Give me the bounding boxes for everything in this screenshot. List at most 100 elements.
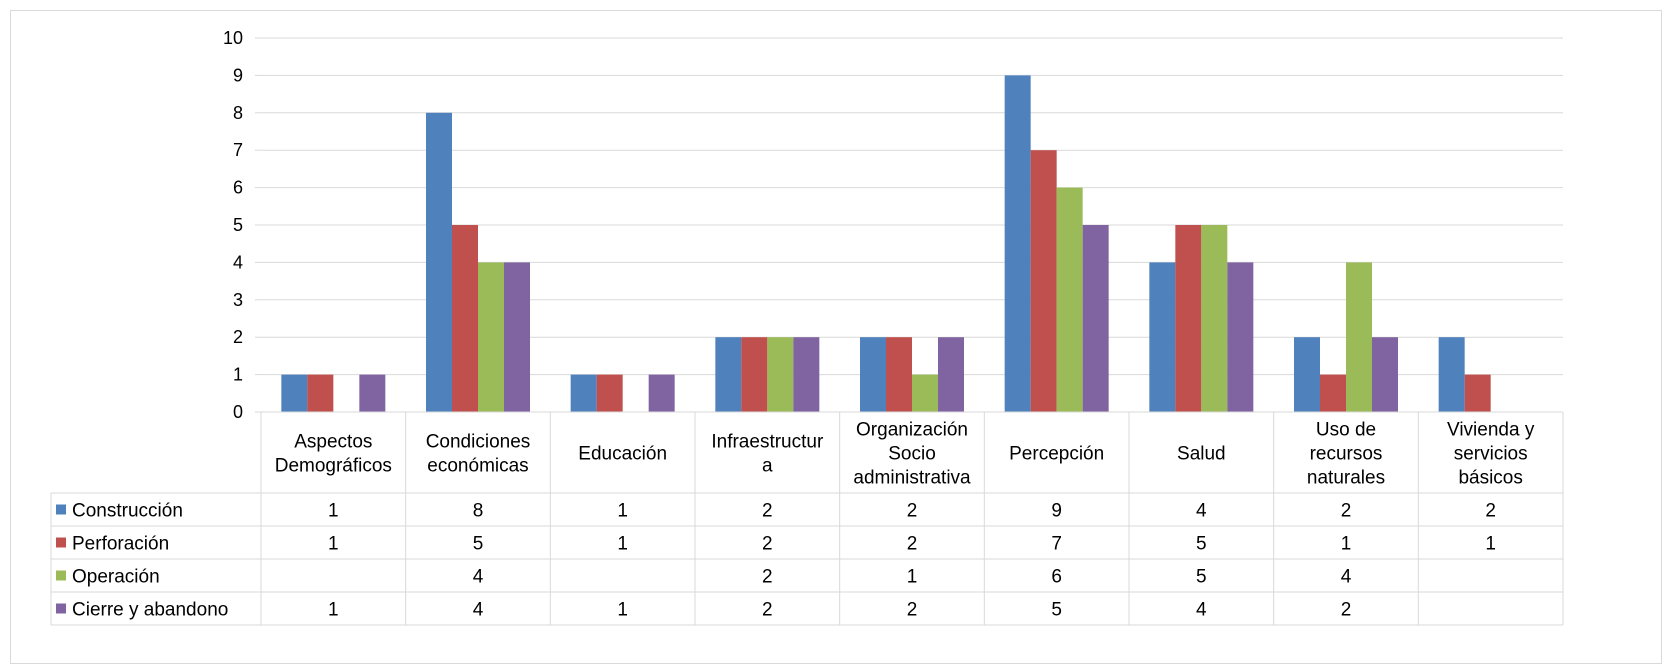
bar-perforación (886, 337, 912, 412)
bar-perforación (1320, 374, 1346, 412)
bar-perforación (741, 337, 768, 412)
bar-construcción (1438, 337, 1465, 412)
y-tick-label: 5 (233, 215, 243, 235)
data-table-value: 4 (1196, 501, 1207, 522)
bar-operación (478, 262, 504, 412)
bar-construcción (1294, 337, 1320, 412)
bar-construcción (1149, 262, 1176, 412)
bar-operación (767, 337, 794, 412)
data-table-value: 1 (1485, 534, 1496, 555)
category-label: Infraestructur (711, 432, 824, 453)
data-table-value: 2 (907, 600, 918, 621)
bar-cierre-y-abandono (1082, 225, 1109, 412)
data-table-value: 2 (762, 501, 773, 522)
bar-cierre-y-abandono (938, 337, 964, 412)
category-label: Educación (578, 444, 667, 465)
data-table-value: 1 (617, 600, 628, 621)
category-label: Organización (856, 420, 968, 441)
legend-label: Construcción (72, 501, 183, 522)
bar-operación (912, 374, 938, 412)
y-tick-label: 8 (233, 103, 243, 123)
legend-key-cierre-y-abandono (56, 603, 66, 614)
bar-chart-with-data-table: 0 1 2 3 4 5 6 7 8 9 10 Aspectos Demográficos Condicio… (50, 28, 1564, 626)
data-table-value: 1 (617, 534, 628, 555)
bar-perforación (1464, 374, 1491, 412)
legend-key-perforación (56, 537, 66, 548)
data-table-value: 2 (762, 600, 773, 621)
category-label: Condiciones (426, 432, 531, 453)
data-table-value: 2 (907, 534, 918, 555)
bar-operación (1056, 187, 1083, 412)
bar-perforación (1175, 225, 1202, 412)
legend-key-construcción (56, 504, 66, 515)
y-tick-label: 0 (233, 402, 243, 422)
bar-construcción (1004, 75, 1031, 413)
legend-key-operación (56, 570, 66, 581)
data-table-value: 7 (1051, 534, 1062, 555)
legend-label: Perforación (72, 534, 169, 555)
data-table-value: 1 (1341, 534, 1352, 555)
data-table-value: 2 (762, 534, 773, 555)
category-label: recursos (1310, 444, 1383, 465)
data-table-value: 2 (907, 501, 918, 522)
bar-operación (1201, 225, 1228, 412)
category-label: Uso de (1316, 420, 1376, 441)
category-label: Demográficos (275, 456, 392, 477)
data-table-value: 1 (328, 501, 339, 522)
data-table-value: 1 (617, 501, 628, 522)
data-table-value: 5 (473, 534, 484, 555)
data-table-value: 2 (1341, 600, 1352, 621)
bar-perforación (1030, 150, 1057, 412)
data-table-value: 4 (1341, 567, 1352, 588)
category-label: administrativa (853, 468, 971, 489)
data-table-value: 8 (473, 501, 484, 522)
y-tick-label: 3 (233, 290, 243, 310)
data-table-value: 9 (1051, 501, 1062, 522)
category-label: económicas (427, 456, 528, 477)
bar-cierre-y-abandono (359, 374, 386, 412)
data-table-value: 6 (1051, 567, 1062, 588)
category-label: Percepción (1009, 444, 1104, 465)
legend-label: Operación (72, 567, 160, 588)
data-table-value: 4 (473, 567, 484, 588)
data-table-value: 1 (328, 600, 339, 621)
bar-construcción (426, 112, 452, 413)
bar-cierre-y-abandono (504, 262, 530, 412)
y-tick-label: 6 (233, 178, 243, 198)
category-label: Vivienda y (1447, 420, 1535, 441)
bar-cierre-y-abandono (1372, 337, 1398, 412)
bar-construcción (281, 374, 308, 412)
data-table-value: 4 (1196, 600, 1207, 621)
y-tick-label: 9 (233, 65, 243, 85)
bar-perforación (452, 225, 478, 412)
bar-operación (1346, 262, 1372, 412)
bar-cierre-y-abandono (648, 374, 675, 412)
bar-perforación (307, 374, 334, 412)
category-label: Aspectos (294, 432, 372, 453)
category-label: Salud (1177, 444, 1226, 465)
y-tick-label: 10 (223, 28, 243, 48)
category-label: a (762, 456, 773, 477)
bar-construcción (570, 374, 597, 412)
data-table-value: 4 (473, 600, 484, 621)
category-label: básicos (1458, 468, 1522, 489)
data-table-value: 1 (328, 534, 339, 555)
y-tick-label: 4 (233, 252, 243, 272)
data-table-value: 5 (1051, 600, 1062, 621)
data-table-value: 1 (907, 567, 918, 588)
bar-perforación (596, 374, 623, 412)
y-tick-label: 7 (233, 140, 243, 160)
data-table-value: 2 (1341, 501, 1352, 522)
bar-construcción (860, 337, 886, 412)
bar-construcción (715, 337, 742, 412)
y-tick-label: 1 (233, 365, 243, 385)
data-table-value: 5 (1196, 534, 1207, 555)
bar-cierre-y-abandono (1227, 262, 1254, 412)
chart-frame: 0 1 2 3 4 5 6 7 8 9 10 Aspectos Demográficos Condicio… (10, 10, 1662, 664)
bar-cierre-y-abandono (793, 337, 820, 412)
category-label: servicios (1454, 444, 1528, 465)
category-label: Socio (888, 444, 936, 465)
data-table-value: 2 (1485, 501, 1496, 522)
category-label: naturales (1307, 468, 1385, 489)
y-tick-label: 2 (233, 327, 243, 347)
